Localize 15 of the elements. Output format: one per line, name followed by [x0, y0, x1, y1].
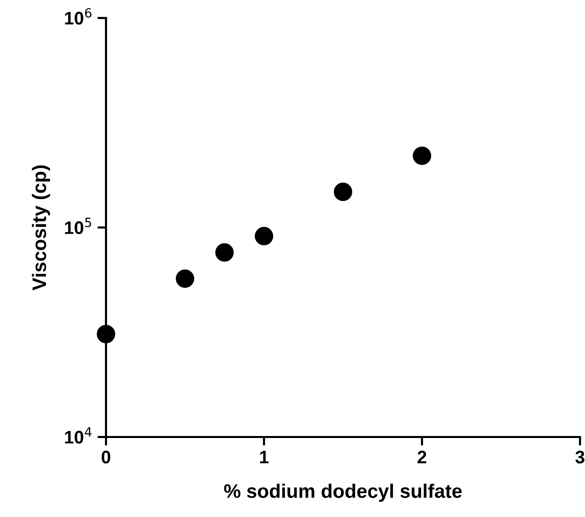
x-axis-title: % sodium dodecyl sulfate — [224, 484, 462, 502]
x-tick-label: 2 — [418, 450, 426, 464]
x-tick-label: 3 — [575, 450, 584, 464]
point — [254, 226, 274, 246]
point — [215, 243, 234, 262]
x-tick-label: 0 — [102, 450, 110, 464]
y-tick-label: 10$^{6}$ — [65, 8, 92, 25]
x-tick-label: 1 — [260, 450, 269, 464]
point — [176, 269, 194, 288]
y-tick-label: 10$^{5}$ — [65, 218, 92, 234]
y-axis-title: Viscosity (cp) — [32, 165, 50, 290]
point — [412, 146, 432, 165]
point — [334, 182, 352, 202]
y-tick-label: 10$^{4}$ — [65, 427, 92, 444]
point — [96, 324, 116, 344]
